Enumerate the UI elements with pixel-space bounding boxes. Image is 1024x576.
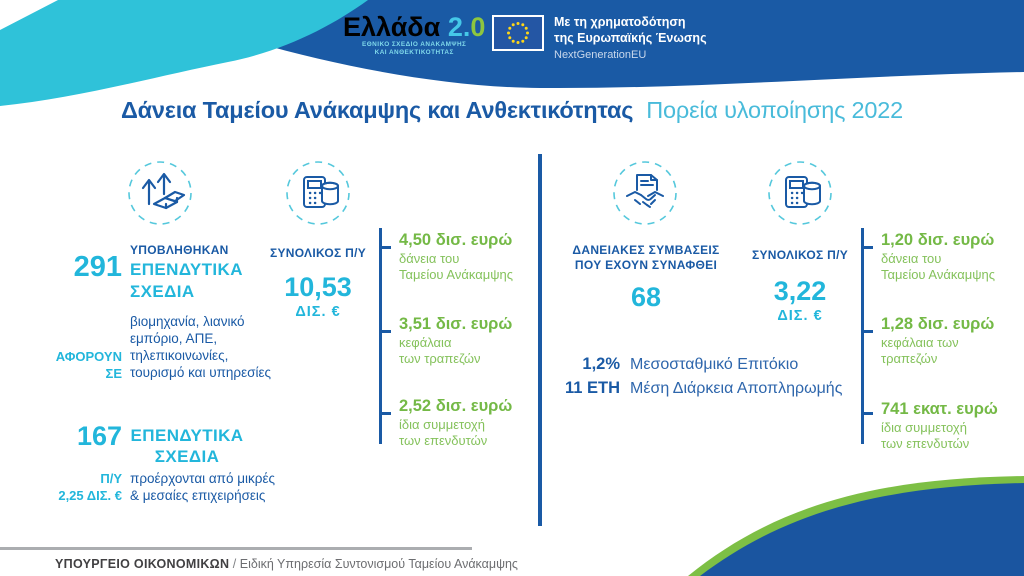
- eu-funding-block: Με τη χρηματοδότηση της Ευρωπαϊκής Ένωση…: [554, 15, 707, 62]
- breakdown-desc: κεφάλαια των τραπεζών: [881, 335, 959, 366]
- center-divider: [538, 154, 542, 526]
- stat-label: Μεσοσταθμικό Επιτόκιο: [630, 356, 799, 373]
- footer-ministry: ΥΠΟΥΡΓΕΙΟ ΟΙΚΟΝΟΜΙΚΩΝ: [55, 557, 230, 571]
- breakdown-value: 741 εκατ. ευρώ: [881, 400, 998, 418]
- bracket-tick: [379, 412, 391, 415]
- logo-subtitle: ΕΘΝΙΚΟ ΣΧΕΔΙΟ ΑΝΑΚΑΜΨΗΣ ΚΑΙ ΑΝΘΕΚΤΙΚΟΤΗΤ…: [362, 41, 467, 56]
- calculator-coins-icon: [286, 161, 350, 225]
- total-budget-label-left: ΣΥΝΟΛΙΚΟΣ Π/Υ: [269, 246, 367, 260]
- page-title: Δάνεια Ταμείου Ανάκαμψης και Ανθεκτικότη…: [0, 97, 1024, 124]
- contract-handshake-icon: [613, 161, 677, 225]
- sme-plans-label: ΕΠΕΝΔΥΤΙΚΑ ΣΧΕΔΙΑ: [130, 426, 244, 466]
- investment-plans-label-2: ΣΧΕΔΙΑ: [130, 282, 195, 301]
- eu-funding-text: Με τη χρηματοδότηση της Ευρωπαϊκής Ένωση…: [554, 15, 707, 45]
- breakdown-value: 1,28 δισ. ευρώ: [881, 315, 995, 333]
- loan-contracts-count: 68: [630, 282, 662, 312]
- logo-brand-text: Ελλάδα: [343, 12, 441, 42]
- page-title-highlight: Πορεία υλοποίησης 2022: [646, 97, 904, 123]
- submitted-count: 291: [73, 251, 122, 283]
- sme-budget: Π/Υ 2,25 ΔΙΣ. €: [58, 471, 122, 503]
- eu-flag-icon: [492, 15, 544, 51]
- next-generation-eu-label: NextGenerationEU: [554, 49, 647, 61]
- decorative-wave: [688, 476, 1024, 576]
- sectors-text: βιομηχανία, λιανικό εμπόριο, ΑΠΕ, τηλεπι…: [130, 314, 271, 380]
- page-title-main: Δάνεια Ταμείου Ανάκαμψης και Ανθεκτικότη…: [120, 97, 634, 123]
- bracket-tick: [379, 330, 391, 333]
- bracket-tick: [861, 412, 873, 415]
- investment-plans-label-1: ΕΠΕΝΔΥΤΙΚΑ: [130, 260, 243, 279]
- total-budget-label-right: ΣΥΝΟΛΙΚΟΣ Π/Υ: [751, 248, 849, 262]
- logo-version-0: 0: [470, 12, 486, 42]
- bracket-tick: [861, 246, 873, 249]
- breakdown-desc: ίδια συμμετοχή των επενδυτών: [399, 417, 488, 448]
- footer-rule: [0, 547, 472, 550]
- investment-growth-icon: [128, 161, 192, 225]
- footer-credit: ΥΠΟΥΡΓΕΙΟ ΟΙΚΟΝΟΜΙΚΩΝ / Ειδική Υπηρεσία …: [55, 555, 518, 573]
- breakdown-desc: δάνεια του Ταμείου Ανάκαμψης: [399, 251, 513, 282]
- concern-label: ΑΦΟΡΟΥΝ ΣΕ: [55, 349, 122, 381]
- stat-label: Μέση Διάρκεια Αποπληρωμής: [630, 380, 843, 397]
- total-budget-unit-left: ΔΙΣ. €: [295, 304, 341, 320]
- footer-separator: /: [229, 557, 240, 571]
- sme-desc: προέρχονται από μικρές & μεσαίες επιχειρ…: [130, 471, 275, 503]
- breakdown-desc: ίδια συμμετοχή των επενδυτών: [881, 420, 970, 451]
- header-banner: [0, 0, 1024, 106]
- bracket-tick: [379, 246, 391, 249]
- breakdown-value: 2,52 δισ. ευρώ: [399, 397, 513, 415]
- breakdown-value: 4,50 δισ. ευρώ: [399, 231, 513, 249]
- breakdown-desc: δάνεια του Ταμείου Ανάκαμψης: [881, 251, 995, 282]
- calculator-coins-icon: [768, 161, 832, 225]
- breakdown-value: 1,20 δισ. ευρώ: [881, 231, 995, 249]
- sme-count: 167: [76, 421, 122, 451]
- total-budget-value-left: 10,53: [284, 272, 352, 302]
- breakdown-bracket-left: [379, 228, 382, 444]
- stat-value: 11 ΕΤΗ: [564, 379, 620, 397]
- submitted-label: ΥΠΟΒΛΗΘΗΚΑΝ: [130, 243, 229, 257]
- breakdown-value: 3,51 δισ. ευρώ: [399, 315, 513, 333]
- total-budget-unit-right: ΔΙΣ. €: [777, 308, 823, 324]
- breakdown-bracket-right: [861, 228, 864, 444]
- bracket-tick: [861, 330, 873, 333]
- logo-wordmark: Ελλάδα 2.0: [343, 13, 485, 41]
- logo-version-2: 2.: [447, 12, 471, 42]
- stat-value: 1,2%: [582, 355, 620, 373]
- greece-2-0-logo: Ελλάδα 2.0 ΕΘΝΙΚΟ ΣΧΕΔΙΟ ΑΝΑΚΑΜΨΗΣ ΚΑΙ Α…: [343, 13, 485, 57]
- footer-service: Ειδική Υπηρεσία Συντονισμού Ταμείου Ανάκ…: [239, 557, 518, 571]
- total-budget-value-right: 3,22: [773, 276, 827, 306]
- breakdown-desc: κεφάλαια των τραπεζών: [399, 335, 481, 366]
- loan-contracts-label: ΔΑΝΕΙΑΚΕΣ ΣΥΜΒΑΣΕΙΣ ΠΟΥ ΕΧΟΥΝ ΣΥΝΑΦΘΕΙ: [572, 243, 720, 272]
